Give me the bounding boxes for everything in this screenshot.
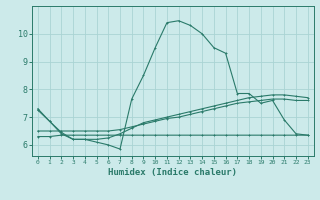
X-axis label: Humidex (Indice chaleur): Humidex (Indice chaleur) xyxy=(108,168,237,177)
